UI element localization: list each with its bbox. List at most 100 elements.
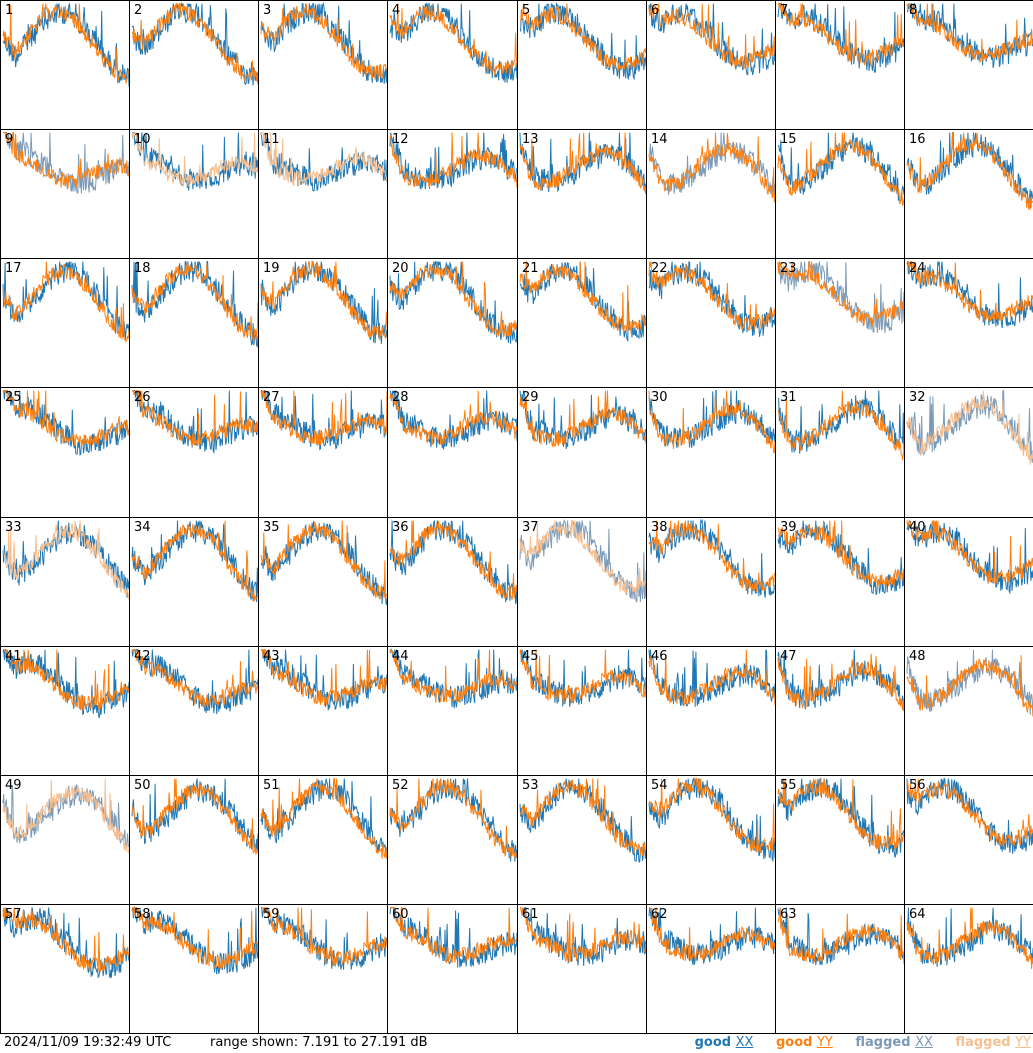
series-xx-62 (648, 907, 775, 966)
series-yy-37 (519, 520, 646, 596)
tile-label: 58 (134, 907, 151, 922)
spectrum-plot-27 (260, 390, 387, 451)
spectrum-plot-23 (777, 261, 904, 334)
series-yy-5 (519, 3, 646, 72)
spectrum-plot-31 (777, 390, 904, 461)
spectrum-plot-13 (519, 132, 646, 195)
tile-label: 5 (522, 3, 531, 18)
spectrum-plot-9 (3, 132, 129, 195)
tile-label: 43 (263, 649, 280, 664)
tile-label: 31 (780, 390, 797, 405)
tile-label: 12 (392, 132, 409, 147)
legend-flagged-xx: flagged XX (855, 1035, 933, 1050)
tile-label: 39 (780, 520, 797, 535)
spectrum-tile-10: 10 (129, 129, 259, 259)
series-yy-29 (519, 390, 646, 448)
tile-label: 30 (651, 390, 668, 405)
spectrum-tile-39: 39 (775, 517, 905, 647)
spectrum-plot-54 (648, 777, 775, 863)
spectrum-plot-51 (260, 778, 387, 859)
tile-label: 29 (522, 390, 539, 405)
tile-label: 14 (651, 132, 668, 147)
tile-label: 2 (134, 3, 143, 18)
tile-label: 15 (780, 132, 797, 147)
spectrum-plot-39 (777, 520, 904, 595)
tile-label: 59 (263, 907, 280, 922)
tile-label: 52 (392, 778, 409, 793)
series-xx-4 (389, 2, 517, 83)
spectrum-plot-44 (389, 647, 517, 709)
series-yy-43 (261, 649, 387, 706)
series-yy-54 (648, 777, 775, 853)
series-xx-60 (389, 907, 517, 968)
spectrum-plot-59 (260, 906, 387, 970)
series-yy-46 (648, 649, 775, 707)
series-yy-50 (131, 778, 258, 855)
series-xx-25 (2, 389, 129, 456)
series-yy-36 (389, 520, 517, 600)
spectrum-plot-24 (906, 260, 1033, 329)
tile-label: 44 (392, 649, 409, 664)
series-yy-41 (3, 649, 129, 711)
tile-label: 53 (522, 778, 539, 793)
spectrum-plot-46 (648, 649, 775, 708)
spectrum-tile-54: 54 (646, 775, 776, 905)
tile-label: 4 (392, 3, 401, 18)
spectrum-plot-42 (131, 648, 258, 715)
spectrum-plot-26 (131, 389, 258, 455)
series-yy-38 (648, 520, 775, 593)
tile-label: 1 (5, 3, 14, 18)
series-yy-25 (2, 390, 129, 448)
spectrum-plot-37 (519, 519, 646, 603)
spectrum-tile-9: 9 (0, 129, 130, 259)
spectrum-plot-35 (260, 520, 387, 606)
spectrum-plot-3 (260, 1, 387, 84)
tile-label: 25 (5, 390, 22, 405)
series-yy-9 (3, 132, 129, 188)
spectrum-tile-14: 14 (646, 129, 776, 259)
tile-label: 56 (909, 778, 926, 793)
series-yy-33 (2, 520, 129, 600)
series-yy-57 (2, 906, 129, 973)
legend-good-yy: good YY (775, 1035, 833, 1050)
tile-label: 7 (780, 3, 789, 18)
series-yy-23 (777, 261, 904, 326)
tile-label: 34 (134, 520, 151, 535)
spectrum-plot-20 (389, 260, 517, 344)
spectrum-plot-50 (131, 778, 258, 855)
spectrum-plot-38 (648, 518, 775, 598)
spectrum-tile-21: 21 (517, 258, 647, 388)
series-yy-17 (2, 261, 129, 343)
tile-label: 23 (780, 261, 797, 276)
series-yy-60 (390, 907, 517, 964)
spectrum-tile-11: 11 (258, 129, 388, 259)
series-xx-23 (777, 261, 904, 334)
tile-label: 6 (651, 3, 660, 18)
spectrum-plot-36 (389, 520, 517, 605)
tile-label: 54 (651, 778, 668, 793)
spectrum-plot-48 (906, 649, 1033, 717)
tile-label: 40 (909, 520, 926, 535)
series-xx-9 (3, 132, 129, 195)
series-xx-38 (648, 518, 775, 598)
spectrum-tile-6: 6 (646, 0, 776, 130)
spectrum-plot-4 (389, 2, 517, 83)
series-xx-26 (131, 390, 258, 455)
tile-label: 38 (651, 520, 668, 535)
tile-label: 27 (263, 390, 280, 405)
series-yy-63 (777, 907, 904, 965)
spectrum-tile-38: 38 (646, 517, 776, 647)
tile-label: 18 (134, 261, 151, 276)
series-xx-35 (260, 521, 387, 606)
spectrum-plot-17 (2, 261, 129, 343)
series-xx-24 (906, 260, 1033, 329)
spectrum-plot-57 (2, 906, 129, 979)
series-xx-14 (648, 132, 775, 196)
series-xx-7 (777, 3, 904, 73)
series-xx-40 (906, 521, 1033, 595)
spectrum-tile-47: 47 (775, 646, 905, 776)
legend-good-xx: good XX (694, 1035, 754, 1050)
tile-label: 17 (5, 261, 22, 276)
series-yy-1 (2, 3, 129, 84)
